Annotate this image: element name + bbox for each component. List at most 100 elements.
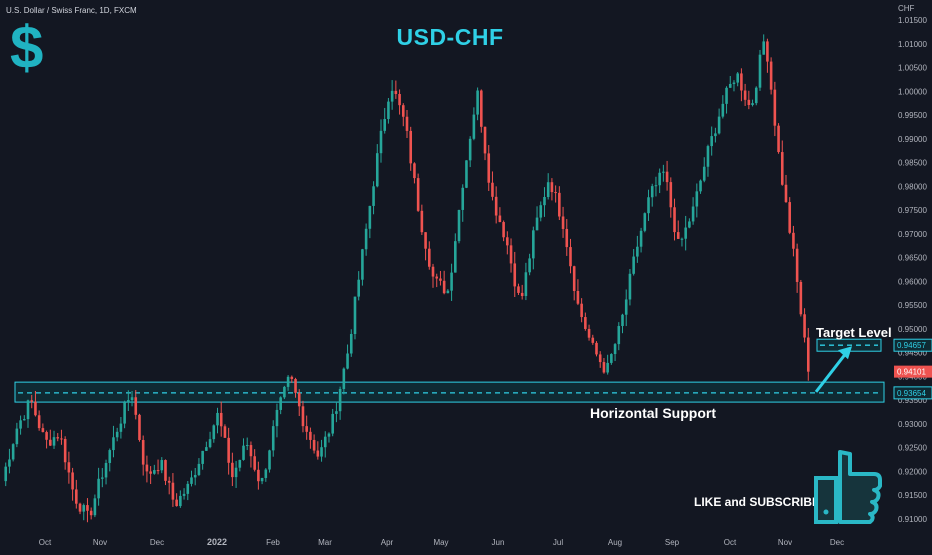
candle-body [260, 477, 264, 482]
candle-body [372, 186, 375, 206]
candle-body [587, 328, 591, 338]
candle-body [75, 489, 78, 504]
candle-body [491, 182, 494, 197]
candle-body [346, 353, 349, 369]
candle-body [427, 248, 431, 267]
candle-body [309, 431, 312, 440]
y-tick-label: 0.98500 [898, 159, 927, 168]
candle-body [572, 266, 576, 292]
candle-body [769, 61, 773, 90]
candle-body [736, 73, 739, 83]
candle-body [134, 397, 138, 415]
candle-body [160, 460, 164, 471]
candle-body [695, 191, 699, 207]
x-tick-label: Oct [724, 538, 737, 547]
dollar-icon: $ [10, 14, 44, 81]
chart-title: USD-CHF [396, 24, 504, 50]
candle-body [721, 103, 725, 117]
candle-body [751, 103, 754, 105]
candle-body [598, 354, 602, 363]
candle-body [216, 412, 219, 426]
candle-body [788, 202, 792, 233]
candle-body [190, 477, 193, 484]
y-tick-label: 1.01000 [898, 40, 927, 49]
candle-body [494, 196, 498, 216]
candle-body [728, 83, 732, 88]
candle-body [331, 413, 334, 434]
candle-body [401, 105, 405, 117]
x-tick-label: Jul [553, 538, 563, 547]
candle-body [167, 480, 171, 483]
candle-body [312, 439, 316, 451]
candle-body [517, 286, 520, 293]
candle-body [450, 272, 453, 291]
candle-body [565, 228, 569, 248]
candle-body [784, 184, 788, 203]
candle-body [669, 182, 673, 208]
y-tick-label: 0.97500 [898, 206, 927, 215]
currency-unit-label: CHF [898, 4, 915, 13]
x-tick-label: Sep [665, 538, 680, 547]
target-price-label: 0.94657 [897, 341, 926, 350]
candle-body [424, 232, 427, 249]
candle-body [606, 362, 609, 373]
candle-body [795, 248, 799, 282]
y-tick-label: 1.00000 [898, 87, 927, 96]
candle-body [223, 426, 227, 438]
candle-body [208, 439, 212, 448]
target-tag [893, 338, 932, 352]
candle-body [803, 314, 806, 338]
candle-body [558, 192, 561, 217]
y-tick-label: 1.01500 [898, 16, 927, 25]
symbol-label[interactable]: U.S. Dollar / Swiss Franc, 1D, FXCM [6, 6, 137, 15]
support-price-label: 0.93654 [897, 389, 926, 398]
candle-body [684, 227, 687, 239]
candle-body [621, 314, 624, 327]
thumbs-up-icon[interactable] [812, 448, 882, 524]
candle-body [743, 90, 747, 100]
candle-body [806, 337, 810, 372]
candle-body [554, 192, 557, 194]
candle-body [115, 431, 119, 438]
candle-body [89, 510, 93, 516]
candle-body [379, 130, 383, 154]
candle-body [532, 230, 535, 259]
candle-body [353, 296, 357, 334]
candle-body [52, 437, 56, 446]
candle-body [335, 411, 338, 414]
candle-body [569, 247, 572, 267]
candle-body [390, 90, 394, 102]
candle-body [468, 138, 472, 161]
candle-body [49, 439, 52, 446]
candle-body [710, 136, 713, 147]
candle-body [799, 281, 803, 315]
candle-body [127, 400, 130, 403]
candle-body [688, 221, 691, 228]
candle-body [610, 354, 613, 363]
candle-body [387, 101, 390, 120]
candle-body [435, 276, 439, 279]
candle-body [442, 280, 446, 294]
candle-body [792, 232, 795, 249]
like-subscribe-label[interactable]: LIKE and SUBSCRIBE [694, 495, 821, 509]
candle-body [535, 217, 539, 231]
candle-body [702, 166, 706, 181]
candle-body [60, 438, 63, 440]
y-tick-label: 0.92500 [898, 444, 927, 453]
y-tick-label: 0.99500 [898, 111, 927, 120]
candle-body [550, 182, 554, 193]
candle-body [732, 82, 736, 84]
candle-body [502, 222, 505, 238]
candle-body [245, 445, 249, 447]
candle-body [145, 464, 149, 472]
candle-body [294, 379, 297, 393]
candle-body [171, 482, 175, 500]
candle-body [409, 130, 413, 164]
y-tick-label: 0.99000 [898, 135, 927, 144]
candle-body [647, 197, 650, 214]
candle-body [528, 258, 531, 273]
candle-body [197, 463, 201, 475]
candle-body [762, 41, 765, 55]
candle-body [650, 186, 654, 198]
support-zone-box [14, 381, 885, 403]
